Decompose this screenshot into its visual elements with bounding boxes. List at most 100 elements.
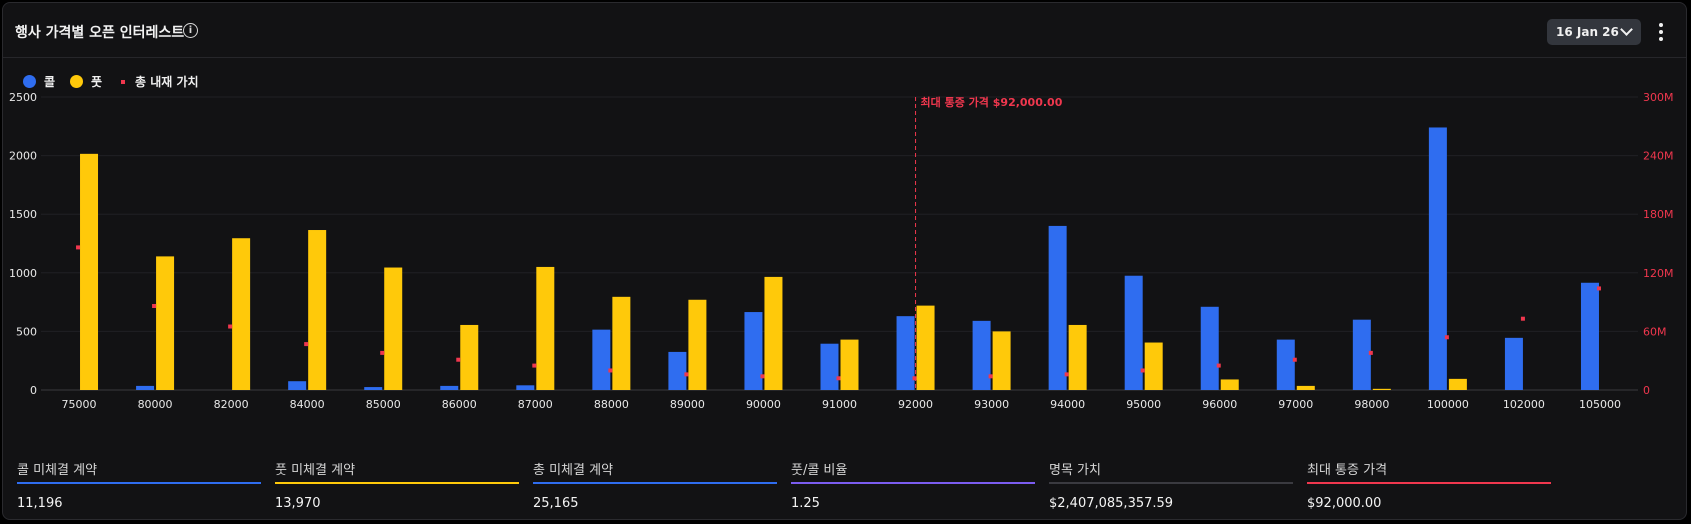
kebab-menu-icon: [1659, 23, 1663, 27]
put-bar: [1068, 324, 1087, 390]
call-bar: [136, 385, 155, 390]
intrinsic-value-marker: [836, 376, 841, 381]
stat-value: 13,970: [275, 496, 321, 511]
call-bar: [820, 343, 839, 390]
legend-call-swatch: [23, 75, 36, 88]
intrinsic-value-marker: [1064, 372, 1069, 377]
y-left-tick-label: 2000: [9, 150, 37, 163]
intrinsic-value-marker: [1444, 335, 1449, 340]
legend-item-put[interactable]: 풋: [70, 73, 102, 89]
intrinsic-value-marker: [1140, 368, 1145, 373]
stat-card: 풋/콜 비율 1.25: [791, 455, 1035, 515]
y-left-tick-label: 500: [16, 325, 37, 338]
x-tick-label: 87000: [518, 398, 553, 411]
legend-item-call[interactable]: 콜: [23, 73, 55, 89]
stat-underline: [17, 482, 261, 484]
stat-value: $2,407,085,357.59: [1049, 496, 1174, 511]
call-bar: [592, 329, 611, 390]
put-bar: [460, 324, 479, 390]
x-tick-label: 75000: [62, 398, 97, 411]
call-bar: [440, 385, 459, 390]
call-bar: [1048, 225, 1067, 390]
x-tick-label: 88000: [594, 398, 629, 411]
put-bar: [916, 305, 935, 390]
intrinsic-value-marker: [1216, 363, 1221, 368]
x-tick-label: 91000: [822, 398, 857, 411]
put-bar: [688, 299, 707, 390]
x-tick-label: 98000: [1354, 398, 1389, 411]
x-tick-label: 90000: [746, 398, 781, 411]
intrinsic-value-marker: [152, 304, 157, 309]
legend-item-intrinsic[interactable]: 총 내재 가치: [117, 73, 199, 89]
y-right-tick-label: 180M: [1643, 208, 1674, 221]
stat-value: 11,196: [17, 496, 63, 511]
open-interest-chart: 0 500 1000 1500 2000 2500 0 60M 120M 180M 240M 300M…: [9, 91, 1674, 411]
x-tick-label: 84000: [290, 398, 325, 411]
stat-underline: [791, 482, 1035, 484]
call-bar: [668, 351, 687, 390]
x-tick-label: 80000: [138, 398, 173, 411]
x-tick-label: 86000: [442, 398, 477, 411]
stat-card: 콜 미체결 계약 11,196: [17, 455, 261, 515]
x-tick-label: 97000: [1278, 398, 1313, 411]
call-bar: [364, 387, 383, 390]
stat-label: 풋/콜 비율: [791, 463, 848, 478]
max-pain-label: 최대 통증 가격 $92,000.00: [921, 95, 1063, 109]
put-bar: [1296, 385, 1315, 390]
put-bar: [612, 296, 631, 390]
x-tick-label: 92000: [898, 398, 933, 411]
stat-card: 최대 통증 가격 $92,000.00: [1307, 455, 1551, 515]
stat-card: 총 미체결 계약 25,165: [533, 455, 777, 515]
y-right-tick-label: 0: [1643, 384, 1650, 397]
y-right-tick-label: 240M: [1643, 150, 1674, 163]
legend-intrinsic-swatch: [121, 79, 125, 84]
stat-label: 풋 미체결 계약: [275, 463, 356, 478]
y-left-tick-label: 0: [30, 384, 37, 397]
x-tick-label: 94000: [1050, 398, 1085, 411]
x-tick-label: 82000: [214, 398, 249, 411]
call-bar: [744, 312, 763, 390]
x-tick-label: 89000: [670, 398, 705, 411]
put-bar: [156, 256, 175, 390]
intrinsic-value-marker: [1292, 357, 1297, 362]
put-bar: [840, 339, 859, 390]
call-bar: [1124, 275, 1143, 390]
put-bar: [384, 267, 403, 390]
stat-card: 명목 가치 $2,407,085,357.59: [1049, 455, 1293, 515]
y-right-tick-label: 60M: [1643, 325, 1667, 338]
stat-value: 1.25: [791, 496, 820, 511]
expiry-date-label: 16 Jan 26: [1556, 25, 1619, 39]
stat-label: 명목 가치: [1049, 463, 1101, 478]
put-bar: [1448, 378, 1467, 390]
stat-underline: [533, 482, 777, 484]
x-tick-label: 96000: [1202, 398, 1237, 411]
call-bar: [1580, 282, 1599, 390]
stat-value: $92,000.00: [1307, 496, 1382, 511]
intrinsic-value-marker: [380, 350, 385, 355]
call-bar: [1276, 339, 1295, 390]
x-tick-label: 85000: [366, 398, 401, 411]
y-left-tick-label: 2500: [9, 91, 37, 104]
more-options-button[interactable]: [1653, 20, 1669, 44]
x-tick-label: 93000: [974, 398, 1009, 411]
intrinsic-value-marker: [684, 372, 689, 377]
intrinsic-value-marker: [760, 374, 765, 379]
stat-label: 총 미체결 계약: [533, 463, 614, 478]
x-tick-label: 95000: [1126, 398, 1161, 411]
intrinsic-value-marker: [532, 363, 537, 368]
put-bar: [536, 266, 555, 390]
put-bar: [992, 331, 1011, 390]
expiry-date-dropdown[interactable]: 16 Jan 26: [1547, 19, 1641, 45]
intrinsic-value-marker: [1520, 316, 1525, 321]
intrinsic-value-marker: [1368, 350, 1373, 355]
put-bar: [1220, 379, 1239, 390]
put-bar: [1372, 388, 1391, 390]
x-tick-label: 105000: [1579, 398, 1621, 411]
legend-put-swatch: [70, 75, 83, 88]
y-left-tick-label: 1500: [9, 208, 37, 221]
y-left-tick-label: 1000: [9, 267, 37, 280]
info-icon[interactable]: i: [183, 23, 198, 38]
put-bar: [1144, 342, 1163, 390]
y-right-tick-label: 120M: [1643, 267, 1674, 280]
